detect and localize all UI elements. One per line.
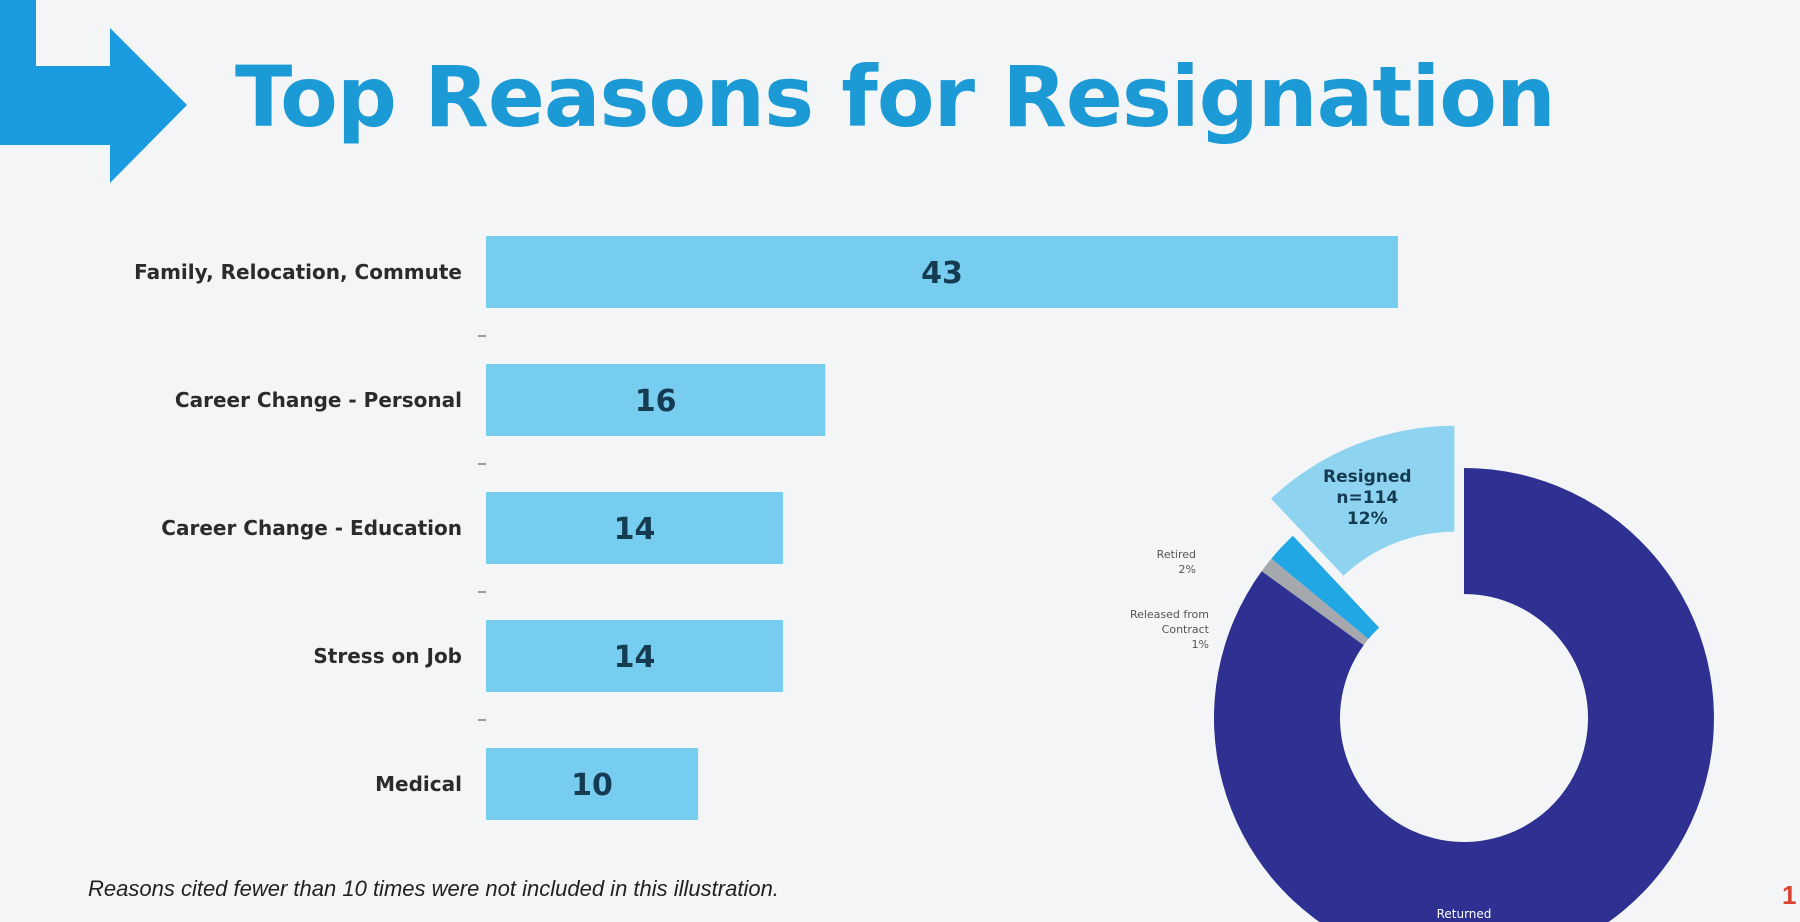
slice-label: n=114	[1336, 488, 1398, 508]
category-label: Career Change - Personal	[175, 388, 462, 412]
category-label: Family, Relocation, Commute	[134, 260, 462, 284]
donut-slice	[1261, 558, 1369, 646]
slice-label: 12%	[1347, 509, 1388, 529]
category-label: Career Change - Education	[161, 516, 462, 540]
arrow-icon	[0, 0, 187, 183]
slice-label: Retired	[1157, 548, 1196, 561]
donut-slice	[1213, 468, 1714, 922]
bar-value-label: 43	[921, 256, 963, 291]
bar	[486, 236, 1398, 308]
slice-label: Resigned	[1323, 467, 1412, 487]
donut-slice	[1271, 425, 1455, 576]
slice-label: Released from	[1130, 608, 1209, 621]
bar	[486, 492, 783, 564]
slice-label: Returned	[1437, 907, 1492, 921]
page-title: Top Reasons for Resignation	[235, 48, 1556, 146]
slice-label: 2%	[1179, 563, 1196, 576]
page-number: 1	[1782, 880, 1797, 910]
donut-chart: Returned85%Released fromContract1%Retire…	[1130, 425, 1714, 922]
slice-label: Contract	[1162, 623, 1210, 636]
category-label: Medical	[375, 772, 462, 796]
bar-chart: 43 Family, Relocation, Commute 16 Career Ch…	[134, 236, 1398, 820]
bar-value-label: 10	[571, 768, 613, 803]
footnote: Reasons cited fewer than 10 times were n…	[88, 876, 779, 901]
bar	[486, 364, 826, 436]
bar	[486, 620, 783, 692]
slice-label: 1%	[1192, 638, 1209, 651]
bar	[486, 748, 699, 820]
bar-value-label: 14	[614, 512, 656, 547]
donut-slice	[1271, 535, 1380, 639]
bar-value-label: 14	[614, 640, 656, 675]
bar-value-label: 16	[635, 384, 677, 419]
category-label: Stress on Job	[313, 644, 462, 668]
